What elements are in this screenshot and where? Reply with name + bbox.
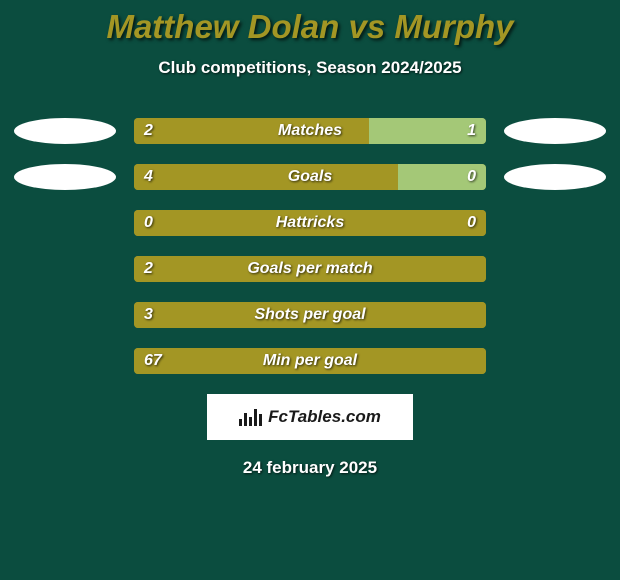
stat-bar-track: 3Shots per goal <box>134 302 486 328</box>
stat-bar-track: 40Goals <box>134 164 486 190</box>
stat-bar-track: 2Goals per match <box>134 256 486 282</box>
stat-label: Matches <box>134 118 486 144</box>
stat-row: 3Shots per goal <box>0 302 620 328</box>
stat-label: Min per goal <box>134 348 486 374</box>
player-right-oval <box>504 164 606 190</box>
comparison-infographic: Matthew Dolan vs Murphy Club competition… <box>0 0 620 580</box>
logo-box: FcTables.com <box>207 394 413 440</box>
stat-row: 21Matches <box>0 118 620 144</box>
subtitle: Club competitions, Season 2024/2025 <box>0 58 620 78</box>
stat-row: 67Min per goal <box>0 348 620 374</box>
player-left-oval <box>14 118 116 144</box>
logo-text: FcTables.com <box>268 407 381 427</box>
player-left-oval <box>14 164 116 190</box>
stat-label: Goals <box>134 164 486 190</box>
stat-row: 00Hattricks <box>0 210 620 236</box>
stat-bar-track: 21Matches <box>134 118 486 144</box>
page-title: Matthew Dolan vs Murphy <box>0 0 620 46</box>
stat-bar-track: 67Min per goal <box>134 348 486 374</box>
player-right-oval <box>504 118 606 144</box>
stat-bars: 21Matches 40Goals 00Hattricks 2Goals per ma… <box>0 118 620 374</box>
bars-icon <box>239 408 262 426</box>
stat-label: Shots per goal <box>134 302 486 328</box>
stat-label: Goals per match <box>134 256 486 282</box>
footer-date: 24 february 2025 <box>0 458 620 478</box>
stat-bar-track: 00Hattricks <box>134 210 486 236</box>
stat-row: 2Goals per match <box>0 256 620 282</box>
stat-row: 40Goals <box>0 164 620 190</box>
stat-label: Hattricks <box>134 210 486 236</box>
